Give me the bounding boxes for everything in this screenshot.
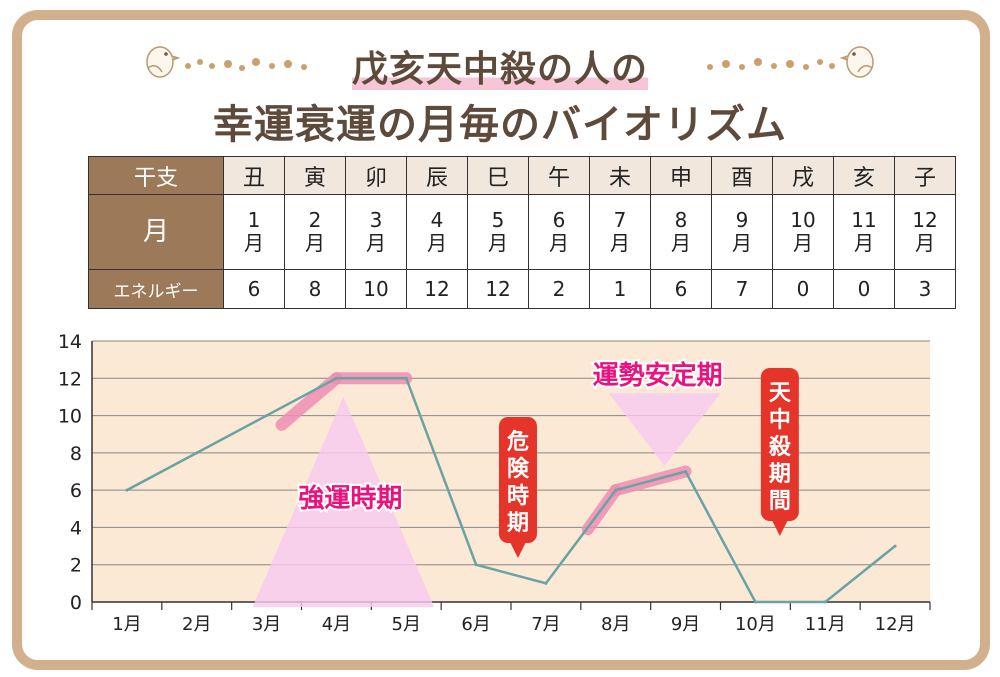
energy-data-point xyxy=(195,451,199,455)
y-tick-label: 10 xyxy=(58,406,82,428)
x-tick-label: 5月 xyxy=(392,614,421,635)
energy-data-point xyxy=(404,376,408,380)
energy-data-point xyxy=(893,544,897,548)
energy-cell: 8 xyxy=(284,269,346,309)
month-header-label: 月 xyxy=(88,194,224,270)
tenchusatsu-callout-label: 天中殺期間 xyxy=(769,381,792,514)
bird-flower-decoration-left-icon xyxy=(146,46,307,78)
x-tick-label: 9月 xyxy=(671,614,700,635)
eto-cell: 寅 xyxy=(284,156,346,195)
eto-cell: 亥 xyxy=(833,156,895,195)
energy-cell: 10 xyxy=(345,269,407,309)
page-title-line2: 幸運衰運の月毎のバイオリズム xyxy=(213,102,787,148)
x-tick-label: 12月 xyxy=(875,614,916,635)
eto-cell: 子 xyxy=(894,156,956,195)
eto-row: 干支 丑 寅 卯 辰 巳 午 未 申 酉 戌 亥 子 xyxy=(88,156,956,195)
danger-callout-box xyxy=(498,417,537,543)
energy-series-line xyxy=(126,377,896,604)
danger-callout-label: 危険時期 xyxy=(507,429,530,536)
tenchusatsu-callout-box xyxy=(760,368,799,521)
energy-cell: 2 xyxy=(528,269,590,309)
energy-cell: 6 xyxy=(650,269,712,309)
y-tick-label: 8 xyxy=(70,443,82,465)
x-tick-label: 11月 xyxy=(805,614,846,635)
x-tick-label: 4月 xyxy=(322,614,351,635)
stable-period-triangle xyxy=(608,393,721,466)
y-tick-label: 12 xyxy=(58,368,82,390)
energy-cell: 7 xyxy=(711,269,773,309)
energy-data-point xyxy=(474,563,478,567)
eto-cell: 午 xyxy=(528,156,590,195)
energy-data-point xyxy=(684,470,688,473)
eto-cell: 辰 xyxy=(406,156,468,195)
x-tick-label: 6月 xyxy=(461,614,490,635)
energy-data-point xyxy=(544,581,548,585)
bird-flower-decoration-right-icon xyxy=(707,46,874,78)
y-tick-label: 2 xyxy=(70,555,82,577)
energy-cell: 1 xyxy=(589,269,651,309)
eto-cell: 戌 xyxy=(772,156,834,195)
eto-cell: 丑 xyxy=(223,156,285,195)
energy-data-point xyxy=(334,376,338,380)
x-tick-label: 3月 xyxy=(252,614,281,635)
x-tick-label: 7月 xyxy=(531,614,560,635)
strong-highlight xyxy=(275,372,343,431)
page-title-line1: 戊亥天中殺の人の xyxy=(351,49,648,90)
x-tick-label: 8月 xyxy=(601,614,630,635)
energy-row: エネルギー 6 8 10 12 12 2 1 6 7 0 0 3 xyxy=(88,269,956,309)
energy-data-point xyxy=(125,488,129,492)
danger-callout-pointer xyxy=(509,542,526,558)
energy-header-label: エネルギー xyxy=(88,269,224,309)
eto-cell: 酉 xyxy=(711,156,773,195)
energy-data-point xyxy=(614,488,618,492)
strong-period-label: 強運時期 xyxy=(298,484,402,514)
strong-period-triangle xyxy=(252,396,435,608)
energy-data-point xyxy=(265,414,269,418)
month-cell: 12 月 xyxy=(894,194,956,270)
y-tick-label: 14 xyxy=(58,331,82,353)
month-cell: 11 月 xyxy=(833,194,895,270)
energy-data-point xyxy=(823,600,827,604)
eto-cell: 巳 xyxy=(467,156,529,195)
eto-cell: 申 xyxy=(650,156,712,195)
eto-cell: 卯 xyxy=(345,156,407,195)
x-tick-label: 10月 xyxy=(735,614,776,635)
y-tick-label: 6 xyxy=(70,480,82,502)
energy-cell: 12 xyxy=(467,269,529,309)
energy-data-point xyxy=(753,600,757,604)
stable-period-label: 運勢安定期 xyxy=(593,360,723,391)
y-tick-label: 4 xyxy=(70,517,82,539)
x-tick-label: 1月 xyxy=(112,614,141,635)
energy-cell: 12 xyxy=(406,269,468,309)
tenchusatsu-callout-pointer xyxy=(771,520,788,536)
x-tick-label: 2月 xyxy=(182,614,211,635)
energy-cell: 0 xyxy=(772,269,834,309)
month-cell: 10 月 xyxy=(772,194,834,270)
y-tick-label: 0 xyxy=(70,592,82,614)
eto-cell: 未 xyxy=(589,156,651,195)
eto-header-label: 干支 xyxy=(88,156,224,195)
energy-cell: 3 xyxy=(894,269,956,309)
